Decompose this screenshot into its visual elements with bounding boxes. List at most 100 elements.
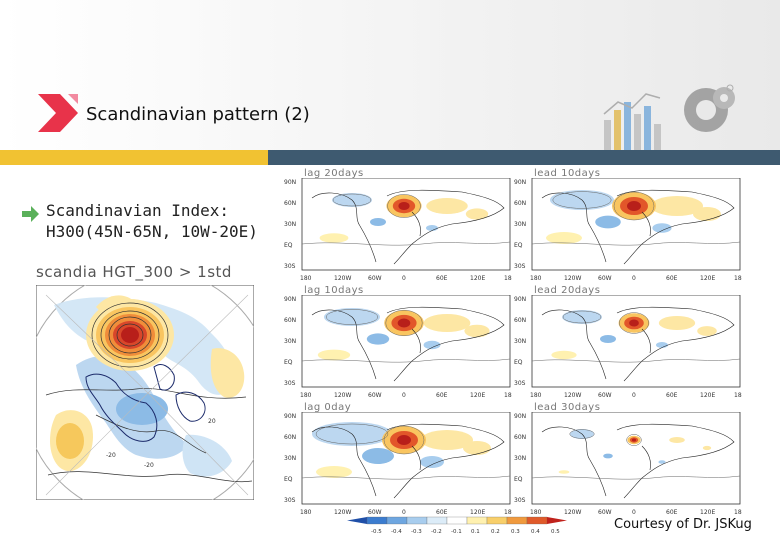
lat-tick-label: 90N — [514, 296, 526, 303]
lon-tick-label: 120W — [334, 275, 351, 282]
lat-tick-label: 30S — [284, 380, 296, 387]
lat-tick-label: 60N — [514, 317, 526, 324]
lat-tick-label: 90N — [284, 179, 296, 186]
lat-tick-label: 30N — [284, 221, 296, 228]
contour-label: -20 — [106, 452, 116, 459]
polar-composite-map: 20 -20 -20 — [36, 285, 254, 500]
arrow-bullet-icon — [22, 206, 39, 222]
colorbar-tick-label: 0.2 — [491, 529, 500, 535]
index-line-2: H300(45N-65N, 10W-20E) — [46, 222, 258, 241]
colorbar-cell — [386, 516, 408, 525]
header-navy-bar — [268, 150, 780, 165]
lat-tick-label: 90N — [514, 413, 526, 420]
title-accent-mark — [38, 94, 78, 132]
colorbar-tick-label: -0.1 — [451, 529, 462, 535]
lat-tick-label: EQ — [514, 242, 523, 249]
lag-map-panel: 90N 60N 30N EQ 30S 180 120W 60W 0 60E 120E 180 — [284, 295, 512, 399]
lon-tick-label: 120E — [700, 275, 715, 282]
lat-tick-label: 90N — [514, 179, 526, 186]
lon-tick-label: 180 — [530, 509, 542, 516]
lon-tick-label: 180 — [300, 275, 312, 282]
colorbar-cell — [426, 516, 448, 525]
lag-map-panel: 90N 60N 30N EQ 30S 180 120W 60W 0 60E 120E 180 — [514, 178, 742, 282]
lon-tick-label: 180 — [504, 509, 512, 516]
lon-tick-label: 120W — [564, 392, 581, 399]
lon-tick-label: 0 — [632, 392, 636, 399]
lon-tick-label: 180 — [300, 509, 312, 516]
lat-tick-label: EQ — [284, 476, 293, 483]
index-definition: Scandinavian Index: H300(45N-65N, 10W-20… — [46, 200, 258, 242]
lon-tick-label: 120W — [564, 275, 581, 282]
panel-label: lag 0day — [304, 402, 352, 413]
slide-title: Scandinavian pattern (2) — [86, 104, 310, 125]
lon-tick-label: 180 — [300, 392, 312, 399]
lon-tick-label: 180 — [734, 509, 742, 516]
lon-tick-label: 60E — [666, 392, 678, 399]
chart-gear-decoration — [603, 84, 735, 150]
lon-tick-label: 0 — [402, 509, 406, 516]
panel-label: lag 10days — [304, 285, 364, 296]
index-line-1: Scandinavian Index: — [46, 201, 230, 220]
colorbar-cell — [366, 516, 388, 525]
lat-tick-label: 30S — [284, 497, 296, 504]
lon-tick-label: 120E — [470, 392, 485, 399]
panel-label: lag 20days — [304, 168, 364, 179]
panel-label: lead 20days — [534, 285, 601, 296]
lat-tick-label: 30N — [514, 338, 526, 345]
colorbar: -0.5 -0.4 -0.3 -0.2 -0.1 0.1 0.2 0.3 0.4 0.5 — [347, 516, 567, 535]
lat-tick-label: 30N — [284, 455, 296, 462]
lon-tick-label: 180 — [504, 275, 512, 282]
colorbar-cell — [486, 516, 508, 525]
lon-tick-label: 120E — [470, 275, 485, 282]
lat-tick-label: 30S — [514, 380, 526, 387]
lon-tick-label: 180 — [734, 392, 742, 399]
lat-tick-label: 60N — [284, 434, 296, 441]
colorbar-cell — [406, 516, 428, 525]
lat-tick-label: 30N — [514, 221, 526, 228]
lat-tick-label: EQ — [284, 242, 293, 249]
lon-tick-label: 0 — [402, 392, 406, 399]
lon-tick-label: 60E — [436, 275, 448, 282]
colorbar-tick-label: -0.2 — [431, 529, 442, 535]
lon-tick-label: 120E — [700, 509, 715, 516]
lon-tick-label: 180 — [734, 275, 742, 282]
colorbar-end — [347, 517, 367, 524]
lon-tick-label: 60W — [598, 275, 612, 282]
lon-tick-label: 0 — [632, 509, 636, 516]
lon-tick-label: 180 — [530, 392, 542, 399]
composite-map-title: scandia HGT_300 > 1std — [36, 263, 232, 281]
colorbar-tick-label: -0.4 — [391, 529, 402, 535]
panel-label: lead 30days — [534, 402, 601, 413]
colorbar-tick-label: -0.5 — [371, 529, 382, 535]
lon-tick-label: 180 — [504, 392, 512, 399]
lon-tick-label: 60E — [666, 509, 678, 516]
lag-map-panel: 90N 60N 30N EQ 30S 180 120W 60W 0 60E 120E 180 — [284, 178, 512, 282]
lon-tick-label: 120W — [564, 509, 581, 516]
panel-label: lead 10days — [534, 168, 601, 179]
lat-tick-label: 30N — [284, 338, 296, 345]
lon-tick-label: 120E — [700, 392, 715, 399]
lag-map-panel: 90N 60N 30N EQ 30S 180 120W 60W 0 60E 120E 180 — [514, 295, 742, 399]
lat-tick-label: 90N — [284, 413, 296, 420]
lat-tick-label: 60N — [514, 200, 526, 207]
header-yellow-bar — [0, 150, 268, 165]
lat-tick-label: 30N — [514, 455, 526, 462]
lag-map-panel: 90N 60N 30N EQ 30S 180 120W 60W 0 60E 120E 180 — [514, 412, 742, 516]
colorbar-end — [547, 517, 567, 524]
lon-tick-label: 60W — [368, 509, 382, 516]
lat-tick-label: 30S — [284, 263, 296, 270]
colorbar-tick-label: 0.4 — [531, 529, 540, 535]
lat-tick-label: EQ — [514, 359, 523, 366]
lon-tick-label: 120W — [334, 509, 351, 516]
colorbar-tick-label: 0.5 — [551, 529, 560, 535]
colorbar-cell — [446, 516, 468, 525]
lon-tick-label: 60W — [598, 392, 612, 399]
lag-map-panel: 90N 60N 30N EQ 30S 180 120W 60W 0 60E 120E 180 — [284, 412, 512, 516]
lat-tick-label: EQ — [514, 476, 523, 483]
lon-tick-label: 0 — [632, 275, 636, 282]
colorbar-tick-label: -0.3 — [411, 529, 422, 535]
lon-tick-label: 60W — [598, 509, 612, 516]
lon-tick-label: 60E — [666, 275, 678, 282]
lon-tick-label: 60E — [436, 509, 448, 516]
lon-tick-label: 60W — [368, 392, 382, 399]
